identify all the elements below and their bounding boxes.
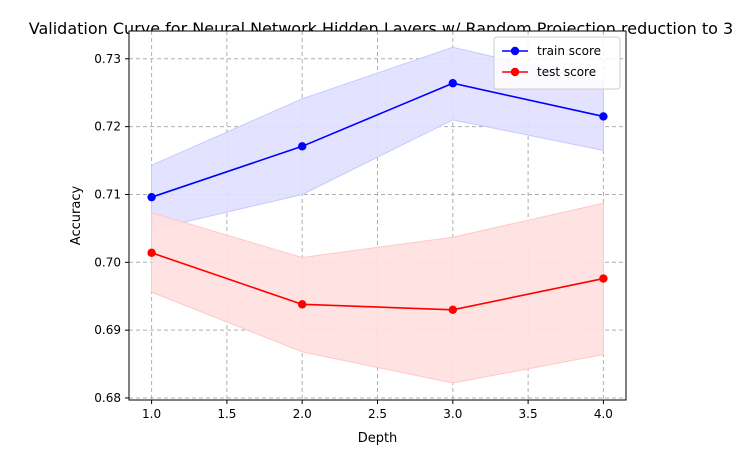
x-tick-label: 1.5 xyxy=(217,407,236,421)
y-axis-ticks: 0.68 0.69 0.70 0.71 0.72 0.73 xyxy=(94,52,129,405)
y-tick-label: 0.68 xyxy=(94,391,121,405)
legend-box xyxy=(493,36,621,90)
data-point-series-0-1 xyxy=(297,142,307,151)
confidence-band-series-0 xyxy=(151,46,604,231)
series-line-1 xyxy=(151,252,604,311)
data-point-series-0-0 xyxy=(147,192,156,202)
y-tick-label: 0.69 xyxy=(94,323,121,337)
y-tick-label: 0.72 xyxy=(94,120,121,134)
data-point-series-1-3 xyxy=(599,274,608,283)
legend-marker-0 xyxy=(510,46,520,56)
x-tick-label: 4.0 xyxy=(594,407,613,421)
confidence-band-series-1 xyxy=(151,202,604,384)
legend-marker-1 xyxy=(510,67,520,77)
confidence-bands xyxy=(151,46,604,384)
x-axis-label: Depth xyxy=(358,431,398,446)
data-point-series-0-2 xyxy=(448,79,458,88)
legend: train score test score xyxy=(493,36,621,90)
y-axis-label: Accuracy xyxy=(69,186,84,246)
data-point-series-1-1 xyxy=(297,300,307,309)
series-lines xyxy=(147,79,608,314)
y-tick-label: 0.71 xyxy=(94,187,121,201)
x-tick-label: 3.5 xyxy=(519,407,538,421)
legend-label-0: train score xyxy=(537,44,601,58)
legend-label-1: test score xyxy=(537,65,596,79)
plot-area: 1.0 1.5 2.0 2.5 3.0 3.5 4.0 0.680.690.700.710.… xyxy=(94,30,627,421)
y-tick-label: 0.70 xyxy=(94,255,121,269)
x-axis-ticks: 1.0 1.5 2.0 2.5 3.0 3.5 4.0 xyxy=(142,400,613,421)
series-line-0 xyxy=(151,82,604,198)
y-tick-label: 0.73 xyxy=(94,52,121,66)
data-point-series-0-3 xyxy=(599,112,608,121)
x-tick-label: 2.0 xyxy=(293,407,312,421)
data-point-series-1-0 xyxy=(147,248,156,258)
x-tick-label: 2.5 xyxy=(368,407,387,421)
data-point-series-1-2 xyxy=(448,305,458,314)
x-tick-label: 1.0 xyxy=(142,407,161,421)
x-tick-label: 3.0 xyxy=(443,407,462,421)
